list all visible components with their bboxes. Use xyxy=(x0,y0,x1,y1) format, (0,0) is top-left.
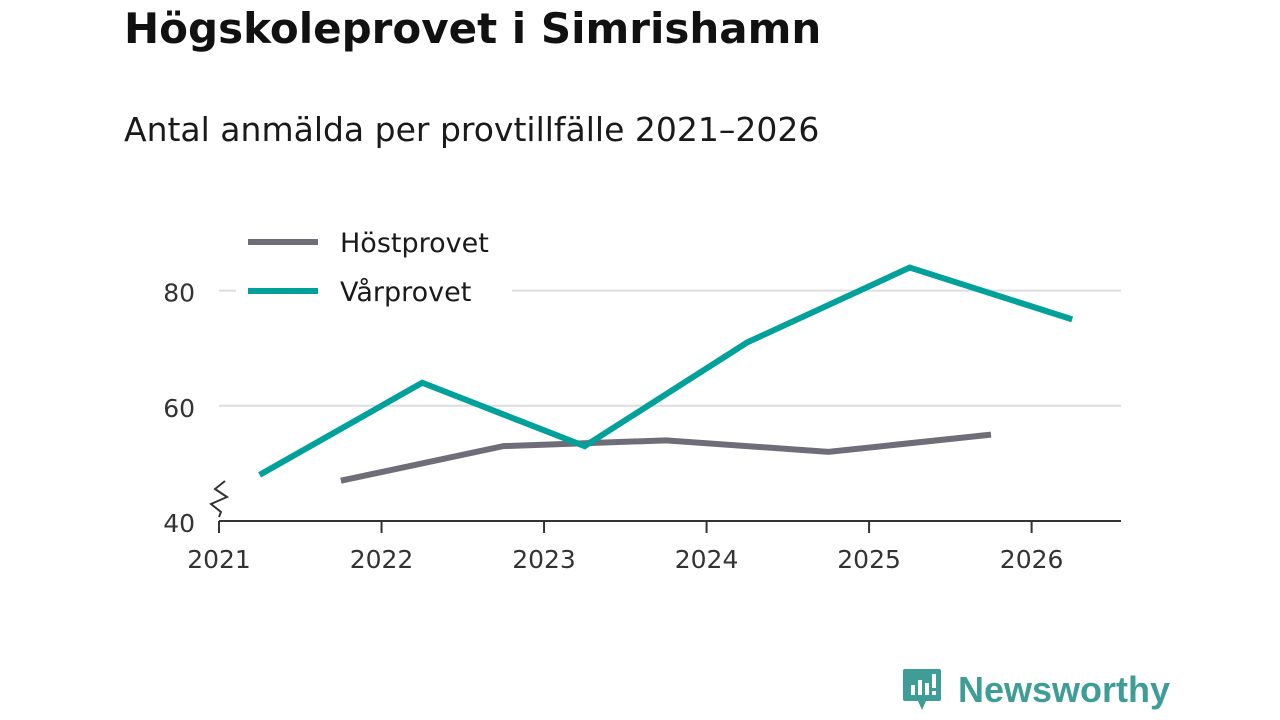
series-line xyxy=(340,431,992,484)
chart-subtitle: Antal anmälda per provtillfälle 2021–202… xyxy=(124,110,820,149)
legend-label: Höstprovet xyxy=(340,228,489,259)
x-tick-label: 2026 xyxy=(1000,545,1064,574)
x-tick-label: 2023 xyxy=(512,545,576,574)
newsworthy-icon xyxy=(903,669,941,710)
x-tick-label: 2025 xyxy=(837,545,901,574)
brand-name: Newsworthy xyxy=(958,669,1171,710)
newsworthy-logo: Newsworthy xyxy=(902,668,1170,712)
legend-background xyxy=(236,216,512,314)
series-layer xyxy=(258,264,1074,484)
axis-layer: 40 60 80 2021 2022 2023 2024 2025 2026 xyxy=(163,279,1121,574)
series-line xyxy=(258,264,1074,478)
axis-break-icon xyxy=(209,480,230,518)
x-tick-label: 2024 xyxy=(675,545,739,574)
y-tick-label: 60 xyxy=(163,394,195,423)
chart-title: Högskoleprovet i Simrishamn xyxy=(124,4,822,53)
y-tick-label: 40 xyxy=(163,509,195,538)
y-tick-label: 80 xyxy=(163,279,195,308)
x-tick-label: 2021 xyxy=(187,545,251,574)
legend-label: Vårprovet xyxy=(340,277,471,308)
x-tick-label: 2022 xyxy=(350,545,414,574)
legend: Höstprovet Vårprovet xyxy=(236,216,512,314)
